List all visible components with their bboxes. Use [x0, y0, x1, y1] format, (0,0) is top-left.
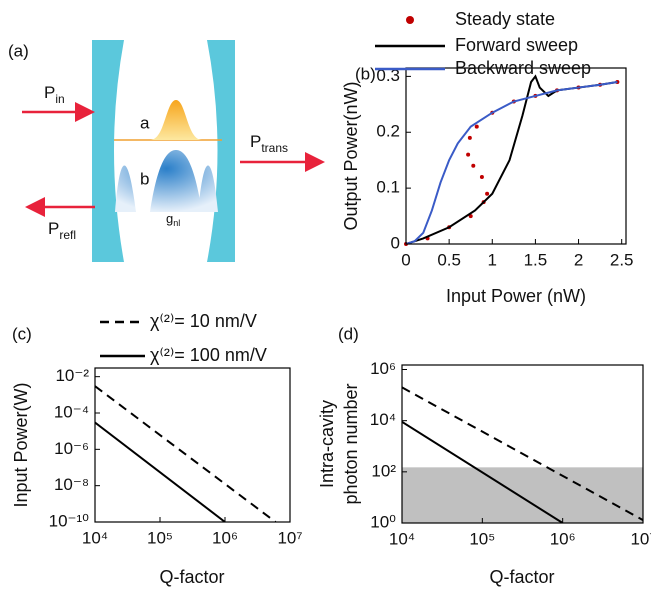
symbol: g: [166, 211, 173, 226]
x-tick-label: 10⁷: [630, 529, 651, 548]
data-point: [467, 135, 472, 140]
y-tick-label: 10⁻⁸: [54, 475, 89, 494]
data-point: [466, 152, 471, 157]
panel-label: (b): [355, 64, 376, 83]
x-tick-label: 10⁶: [212, 528, 238, 547]
legend-label: χ⁽²⁾= 10 nm/V: [150, 311, 257, 331]
x-tick-label: 1: [488, 250, 497, 269]
panel-label: (c): [12, 324, 32, 343]
x-tick-label: 10⁵: [147, 528, 173, 547]
x-tick-label: 10⁴: [389, 529, 415, 548]
legend-marker: [406, 16, 414, 24]
y-tick-label: 10⁰: [370, 512, 396, 531]
plot-area: [406, 68, 626, 244]
mode-b-profile: [115, 150, 218, 212]
chart-panel: 10⁴ 10⁵ 10⁶ 10⁷ 10⁰ 10² 10⁴ 10⁶ (d) Q-factor Intra…: [317, 324, 651, 586]
data-point: [479, 174, 484, 179]
y-tick-label: 10⁻⁴: [54, 402, 89, 421]
subscript: nl: [173, 218, 180, 228]
p-in-label: Pin: [44, 83, 65, 106]
data-point: [471, 163, 476, 168]
x-tick-label: 0: [401, 250, 410, 269]
data-line: [406, 80, 618, 244]
y-axis-label: Intra-cavity: [317, 400, 337, 488]
x-axis-label: Q-factor: [159, 567, 224, 587]
legend-label: Backward sweep: [455, 58, 591, 78]
cavity-diagram: (a) Pin Ptrans Prefl a b gnl: [8, 40, 325, 262]
x-tick-label: 1.5: [524, 250, 548, 269]
left-mirror: [92, 40, 124, 262]
x-tick-label: 2: [574, 250, 583, 269]
y-tick-label: 10⁻¹⁰: [49, 511, 90, 530]
y-axis-label: Input Power(W): [11, 382, 31, 507]
subscript: in: [55, 92, 64, 106]
y-tick-label: 10⁴: [370, 410, 396, 429]
mode-a-label: a: [140, 113, 150, 132]
p-trans-label: Ptrans: [250, 132, 288, 155]
data-line: [402, 386, 643, 521]
legend-label: Steady state: [455, 9, 555, 29]
symbol: P: [250, 132, 261, 151]
subscript: refl: [59, 228, 76, 242]
axes-frame: [401, 364, 644, 524]
y-axis-label: Output Power(nW): [341, 81, 361, 230]
subscript: trans: [261, 141, 288, 155]
symbol: P: [44, 83, 55, 102]
y-axis-label: photon number: [341, 383, 361, 504]
shaded-region: [402, 467, 643, 523]
y-tick-label: 0.3: [376, 66, 400, 85]
x-tick-label: 10⁷: [277, 528, 302, 547]
x-tick-label: 10⁵: [469, 529, 495, 548]
x-tick-label: 10⁶: [550, 529, 576, 548]
x-tick-label: 0.5: [437, 250, 461, 269]
x-axis-label: Input Power (nW): [446, 286, 586, 306]
x-tick-label: 2.5: [610, 250, 634, 269]
chart-panel: 10⁴ 10⁵ 10⁶ 10⁷ 10⁻¹⁰ 10⁻⁸ 10⁻⁶ 10⁻⁴ 10⁻² (c) Q-fa…: [11, 311, 303, 587]
y-tick-label: 10⁶: [370, 359, 396, 378]
data-line: [402, 420, 564, 523]
y-tick-label: 0.1: [376, 178, 400, 197]
mode-a-profile: [150, 100, 202, 140]
x-tick-label: 10⁴: [82, 528, 108, 547]
chart-panel: 0 0.5 1 1.5 2 2.5 0 0.1 0.2 0.3(b) Input Power (nW…: [341, 9, 634, 306]
panel-label: (d): [338, 324, 359, 343]
axes-frame: [94, 367, 291, 523]
right-mirror: [207, 40, 235, 262]
coupling-label: gnl: [166, 211, 180, 228]
data-point: [474, 124, 479, 129]
legend-label: Forward sweep: [455, 35, 578, 55]
symbol: P: [48, 219, 59, 238]
y-tick-label: 0: [391, 233, 400, 252]
mode-b-label: b: [140, 169, 149, 188]
y-tick-label: 10⁻⁶: [54, 439, 89, 458]
y-tick-label: 10⁻²: [55, 366, 89, 385]
data-point: [485, 191, 490, 196]
p-refl-label: Prefl: [48, 219, 76, 242]
y-tick-label: 0.2: [376, 122, 400, 141]
axes-frame: [405, 67, 627, 245]
data-line: [95, 385, 277, 522]
x-axis-label: Q-factor: [489, 567, 554, 587]
y-tick-label: 10²: [371, 461, 396, 480]
legend-label: χ⁽²⁾= 100 nm/V: [150, 345, 267, 365]
data-line: [95, 421, 226, 522]
panel-label: (a): [8, 41, 29, 60]
